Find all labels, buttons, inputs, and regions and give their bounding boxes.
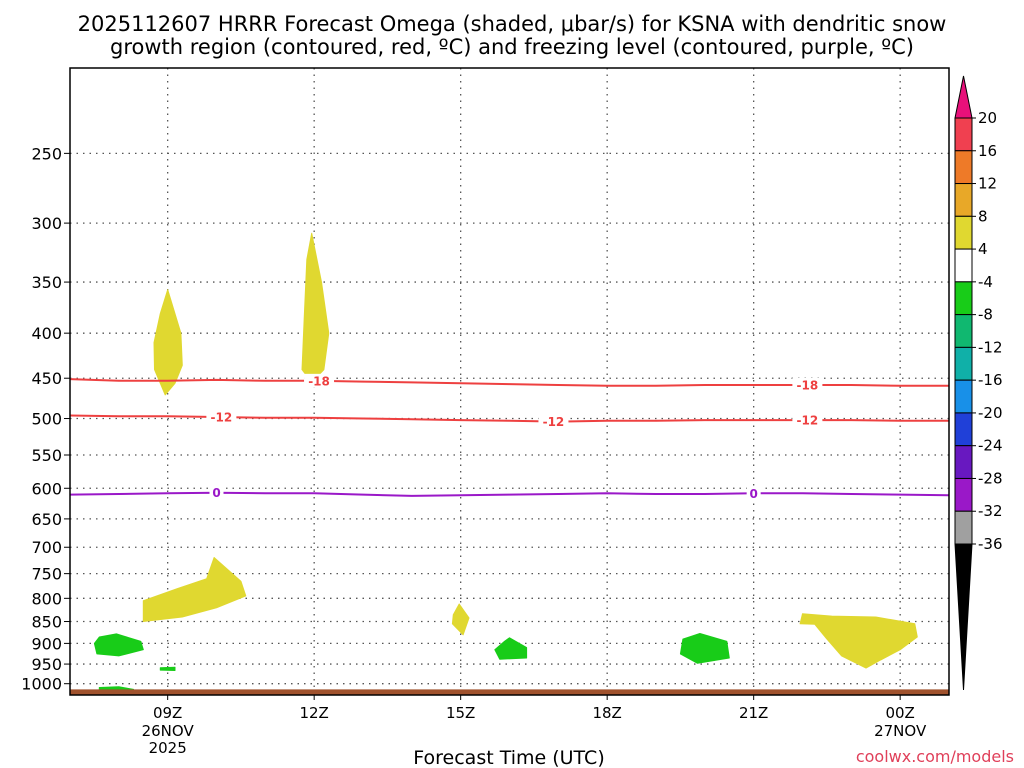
- contour-label-bg: [746, 486, 761, 501]
- colorbar-label: -8: [978, 306, 993, 324]
- ground-layer: [70, 689, 949, 695]
- y-tick-label: 950: [31, 655, 62, 674]
- colorbar-swatch: [954, 117, 973, 152]
- colorbar-swatch: [954, 314, 973, 348]
- colorbar-swatch: [954, 281, 973, 316]
- y-tick-label: 600: [31, 479, 62, 498]
- omega-region-0: [153, 289, 183, 396]
- y-tick-label: 1000: [21, 675, 62, 694]
- colorbar-label: -16: [978, 371, 1003, 389]
- y-tick-label: 700: [31, 538, 62, 557]
- x-tick-date-label: 2025: [149, 739, 187, 757]
- x-tick-label: 18Z: [592, 704, 621, 722]
- colorbar-label: -28: [978, 469, 1003, 487]
- colorbar: 20 16 12 8 4 -4 -8 -12 -16 -20 -24 -28 -32 -36: [954, 75, 1003, 691]
- omega-region-4: [799, 613, 918, 669]
- y-axis-ticks: 250 300 350 400 450 500 550 600 650 700 750 800 850 9…: [21, 144, 70, 694]
- colorbar-label: -36: [978, 535, 1003, 553]
- colorbar-label: -20: [978, 404, 1003, 422]
- contour-label: 0: [212, 486, 220, 500]
- contour-label-bg: [304, 373, 335, 388]
- colorbar-label: 20: [978, 109, 997, 127]
- x-axis-title: Forecast Time (UTC): [413, 747, 604, 768]
- y-tick-label: 400: [31, 324, 62, 343]
- credit-link[interactable]: coolwx.com/models: [856, 747, 1014, 766]
- colorbar-swatch: [954, 150, 973, 185]
- colorbar-label: 8: [978, 207, 988, 225]
- contour-label-bg: [538, 414, 569, 429]
- y-tick-label: 750: [31, 565, 62, 584]
- contour-label: -12: [797, 414, 819, 428]
- colorbar-label: 12: [978, 175, 997, 193]
- omega-shading: [93, 232, 918, 693]
- colorbar-swatch: [954, 445, 973, 479]
- contour-label-bg: [792, 377, 823, 392]
- x-tick-date-label: 27NOV: [874, 722, 927, 740]
- chart-title-line-2: growth region (contoured, red, ºC) and f…: [110, 35, 914, 59]
- colorbar-label: -4: [978, 273, 993, 291]
- y-tick-label: 900: [31, 634, 62, 653]
- contour-label-bg: [209, 485, 224, 500]
- colorbar-label: -24: [978, 437, 1003, 455]
- x-tick-label: 09Z: [153, 704, 182, 722]
- y-tick-label: 350: [31, 273, 62, 292]
- colorbar-swatch: [954, 248, 973, 283]
- colorbar-label: -32: [978, 502, 1003, 520]
- contour-label-bg: [792, 413, 823, 428]
- x-tick-label: 21Z: [739, 704, 768, 722]
- colorbar-label: 16: [978, 142, 997, 160]
- contour-lines: -18 -18 -12 -12 -12 0 0: [69, 373, 950, 501]
- omega-region-3: [451, 603, 470, 636]
- colorbar-swatch: [954, 477, 973, 512]
- colorbar-swatch: [954, 510, 973, 545]
- omega-region-7: [159, 666, 176, 671]
- y-tick-label: 500: [31, 410, 62, 429]
- contour-label: -18: [797, 378, 819, 392]
- plot-frame: [69, 67, 950, 696]
- colorbar-bottom-arrow: [954, 543, 973, 691]
- ground-terrain: [70, 689, 949, 695]
- colorbar-swatch: [954, 215, 973, 250]
- x-tick-label: 12Z: [299, 704, 328, 722]
- colorbar-swatch: [954, 412, 973, 447]
- contour-label: 0: [749, 487, 757, 501]
- colorbar-label: 4: [978, 240, 988, 258]
- contour-label: -12: [211, 411, 233, 425]
- x-tick-label: 15Z: [446, 704, 475, 722]
- contour-label: -12: [543, 415, 565, 429]
- omega-region-2: [142, 557, 247, 622]
- x-tick-date-label: 26NOV: [142, 722, 195, 740]
- colorbar-swatch: [954, 183, 973, 217]
- y-tick-label: 250: [31, 144, 62, 163]
- colorbar-swatch: [954, 379, 973, 414]
- x-tick-label: 00Z: [885, 704, 914, 722]
- y-tick-label: 850: [31, 613, 62, 632]
- contour-label: -18: [308, 374, 330, 388]
- chart-title-line-1: 2025112607 HRRR Forecast Omega (shaded, …: [78, 12, 947, 36]
- y-tick-label: 800: [31, 589, 62, 608]
- y-tick-label: 300: [31, 214, 62, 233]
- y-tick-label: 550: [31, 446, 62, 465]
- y-tick-label: 450: [31, 369, 62, 388]
- colorbar-swatch: [954, 346, 973, 381]
- omega-region-9: [679, 633, 730, 664]
- contour-label-bg: [206, 410, 237, 425]
- colorbar-label: -12: [978, 338, 1003, 356]
- omega-region-8: [494, 637, 528, 660]
- y-tick-label: 650: [31, 510, 62, 529]
- omega-region-5: [93, 633, 144, 657]
